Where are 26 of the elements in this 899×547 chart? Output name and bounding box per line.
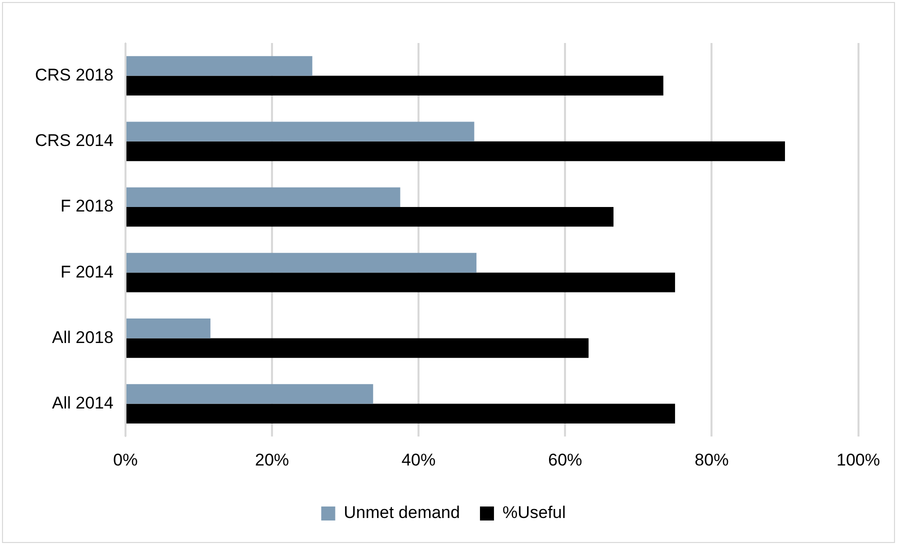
x-tick-label: 80% xyxy=(694,450,729,470)
y-tick-label: CRS 2018 xyxy=(34,65,114,84)
bar xyxy=(126,318,210,338)
bar xyxy=(126,252,476,273)
bar xyxy=(126,122,474,142)
bar xyxy=(126,56,312,76)
y-tick-label: All 2014 xyxy=(52,393,114,412)
legend-label: Unmet demand xyxy=(344,503,460,522)
bar xyxy=(126,187,400,207)
y-tick-label: CRS 2014 xyxy=(34,131,114,150)
bar xyxy=(126,338,589,358)
y-tick-label: F 2014 xyxy=(60,262,114,282)
x-tick-label: 40% xyxy=(402,450,436,470)
x-tick-label: 100% xyxy=(836,450,880,470)
bar xyxy=(126,76,664,96)
x-tick-label: 0% xyxy=(113,450,138,470)
bar xyxy=(126,404,676,424)
bar xyxy=(126,384,374,404)
bar xyxy=(126,207,614,227)
y-tick-label: All 2018 xyxy=(52,328,114,347)
y-tick-label: F 2018 xyxy=(60,196,114,216)
bar xyxy=(126,272,676,292)
bar xyxy=(126,141,785,162)
x-tick-label: 60% xyxy=(548,450,582,470)
x-tick-label: 20% xyxy=(254,450,290,470)
legend-label: %Useful xyxy=(502,503,566,522)
